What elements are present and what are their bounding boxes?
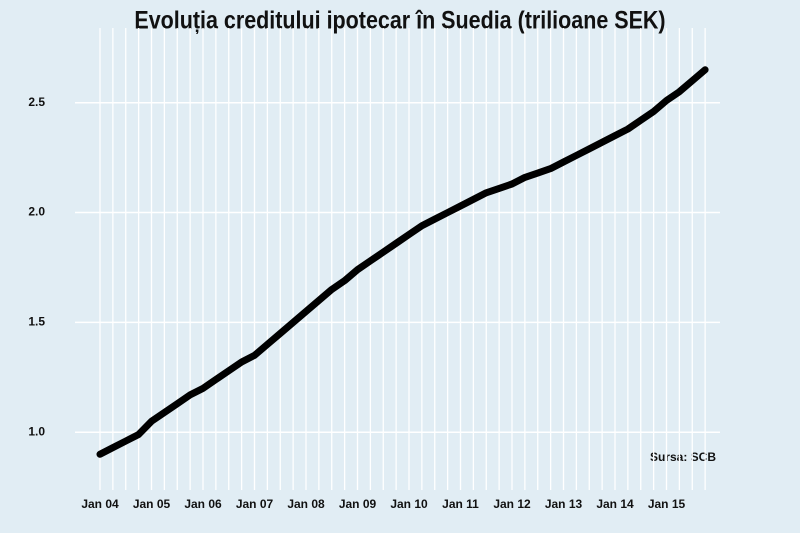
y-tick-label: 2.0	[28, 205, 45, 219]
x-tick-label: Jan 13	[545, 497, 583, 511]
x-tick-label: Jan 11	[442, 497, 479, 511]
chart-title: Evoluția creditului ipotecar în Suedia (…	[134, 6, 665, 35]
x-tick-label: Jan 10	[390, 497, 428, 511]
x-tick-label: Jan 08	[287, 497, 325, 511]
x-tick-label: Jan 09	[339, 497, 377, 511]
x-tick-label: Jan 14	[596, 497, 634, 511]
source-note: Sursa: SCB	[650, 450, 716, 464]
x-tick-label: Jan 05	[133, 497, 171, 511]
y-tick-label: 1.5	[28, 315, 45, 329]
y-tick-label: 2.5	[28, 95, 45, 109]
x-tick-label: Jan 06	[184, 497, 222, 511]
x-tick-label: Jan 12	[493, 497, 531, 511]
x-tick-label: Jan 07	[236, 497, 274, 511]
data-line	[96, 66, 709, 458]
x-tick-label: Jan 15	[648, 497, 686, 511]
y-tick-label: 1.0	[28, 424, 45, 438]
x-tick-label: Jan 04	[81, 497, 119, 511]
